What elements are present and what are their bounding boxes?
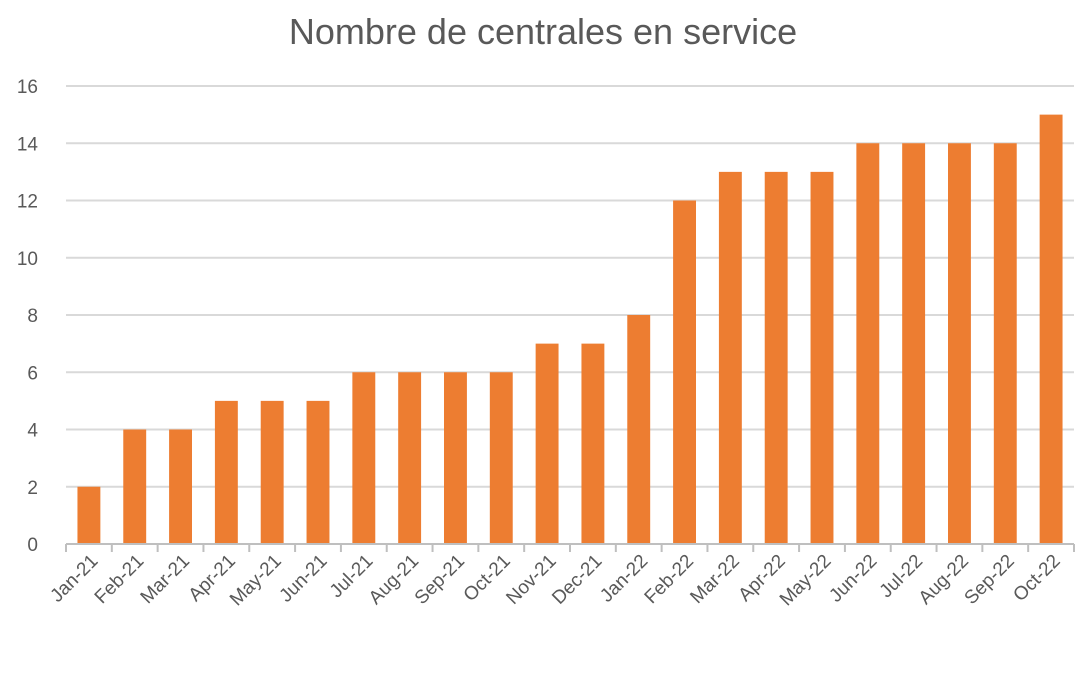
x-tick-label: Sep-22 — [961, 551, 1019, 609]
x-axis-tick-labels: Jan-21Feb-21Mar-21Apr-21May-21Jun-21Jul-… — [47, 551, 1065, 611]
x-tick-label: Mar-22 — [686, 551, 743, 608]
bar-jan-21 — [77, 486, 101, 544]
x-tick-label: May-21 — [226, 551, 286, 611]
x-tick-label: Jan-22 — [596, 551, 652, 607]
y-tick-label: 16 — [17, 77, 38, 98]
bar-jan-22 — [627, 315, 651, 544]
y-tick-label: 10 — [17, 249, 38, 270]
x-tick-label: Jun-22 — [825, 551, 881, 607]
bar-nov-21 — [535, 343, 559, 544]
x-tick-label: Jan-21 — [47, 551, 103, 607]
x-tick-label: Jun-21 — [276, 551, 332, 607]
bar-feb-22 — [673, 200, 696, 544]
y-tick-label: 4 — [27, 421, 38, 442]
x-tick-label: Nov-21 — [502, 551, 560, 609]
x-tick-label: May-22 — [776, 551, 836, 611]
bar-oct-21 — [489, 372, 513, 544]
x-tick-label: Sep-21 — [411, 551, 469, 609]
bar-mar-22 — [718, 171, 742, 544]
x-axis — [65, 543, 1075, 552]
bar-apr-21 — [214, 400, 238, 544]
x-tick-label: Oct-22 — [1009, 551, 1064, 606]
bar-aug-22 — [948, 143, 971, 544]
y-tick-label: 0 — [27, 535, 38, 556]
x-tick-label: Aug-22 — [915, 551, 973, 609]
bar-jul-21 — [352, 372, 376, 544]
bar-oct-22 — [1039, 114, 1063, 544]
x-tick-label: Aug-21 — [365, 551, 423, 609]
bar-jun-22 — [856, 143, 880, 544]
y-tick-label: 14 — [17, 134, 39, 155]
x-tick-label: Mar-21 — [137, 551, 194, 608]
y-tick-label: 6 — [27, 363, 38, 384]
y-tick-label: 12 — [17, 192, 38, 213]
bars — [77, 114, 1063, 544]
bar-feb-21 — [123, 429, 147, 544]
bar-mar-21 — [169, 429, 192, 544]
bar-may-22 — [810, 171, 834, 544]
bar-jun-21 — [306, 400, 330, 544]
y-tick-label: 8 — [27, 306, 38, 327]
x-tick-label: Feb-21 — [91, 551, 148, 608]
bar-sep-21 — [444, 372, 467, 544]
y-tick-label: 2 — [27, 478, 38, 499]
x-tick-label: Feb-22 — [641, 551, 698, 608]
bar-aug-21 — [398, 372, 422, 544]
bar-dec-21 — [581, 343, 605, 544]
x-tick-label: Dec-21 — [548, 551, 606, 609]
chart-title: Nombre de centrales en service — [289, 11, 797, 52]
y-axis-tick-labels: 0 2 4 6 8 10 12 14 16 — [17, 77, 39, 556]
bar-sep-22 — [993, 143, 1017, 544]
bar-jul-22 — [902, 143, 926, 544]
bar-apr-22 — [764, 171, 788, 544]
bar-may-21 — [260, 400, 284, 544]
